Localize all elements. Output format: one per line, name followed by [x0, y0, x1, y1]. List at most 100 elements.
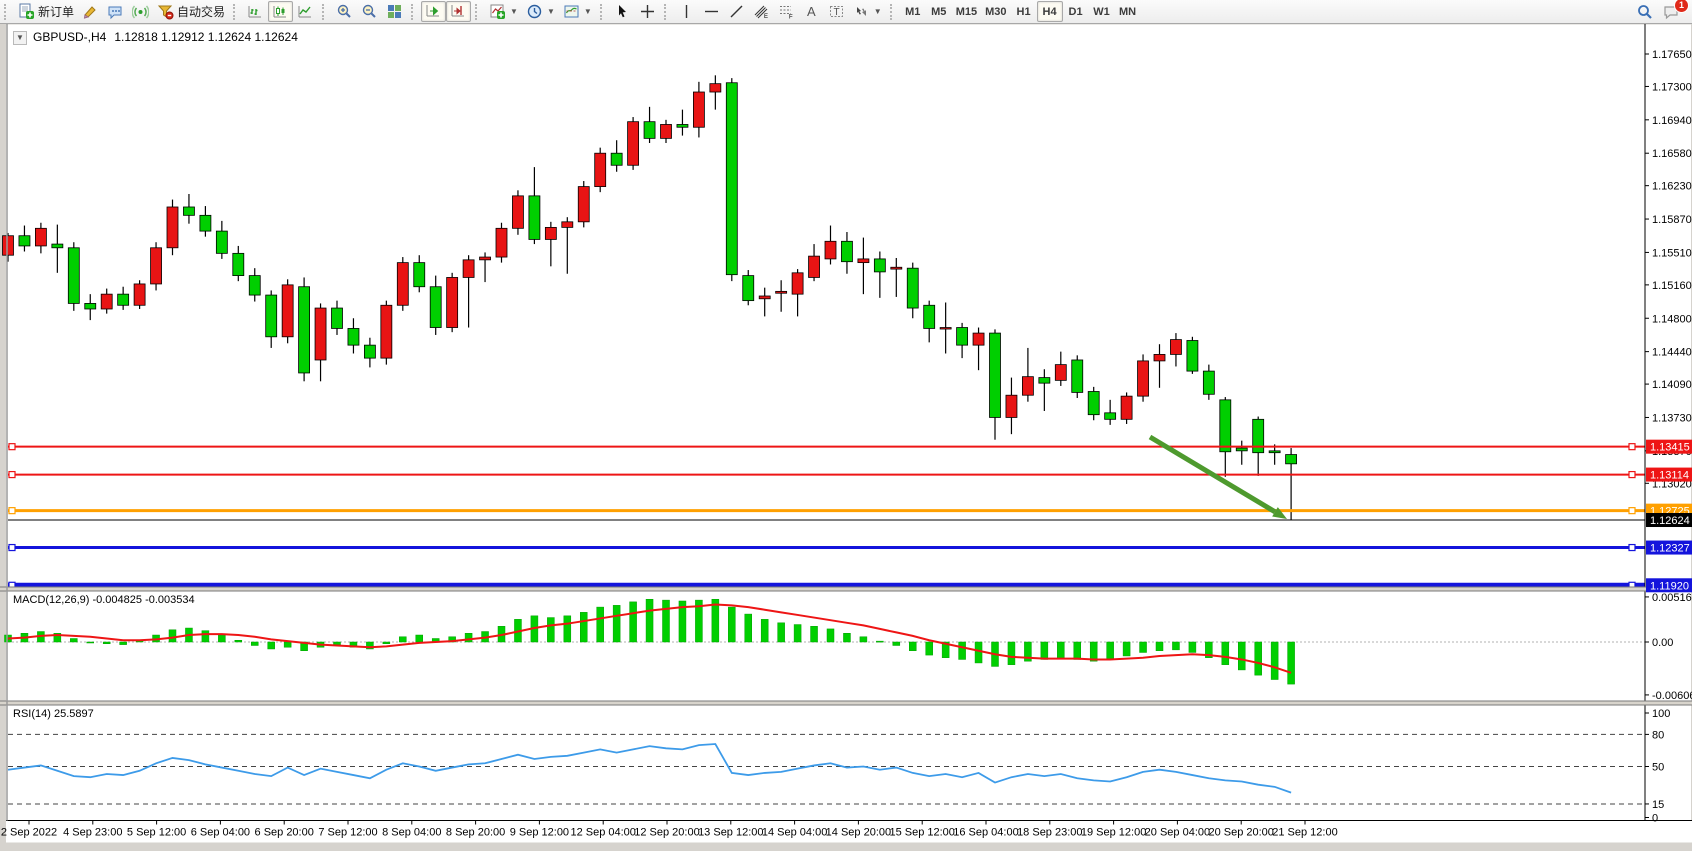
horizontal-line-icon: [703, 3, 720, 20]
timeframe-d1-button[interactable]: D1: [1063, 1, 1089, 22]
search-icon: [1636, 3, 1654, 21]
new-order-icon: [18, 3, 35, 20]
vertical-line-icon: [678, 3, 695, 20]
one-click-trading-toggle-icon[interactable]: ▼: [13, 31, 27, 45]
toolbar-grip[interactable]: [322, 3, 327, 20]
svg-text:12 Sep 04:00: 12 Sep 04:00: [570, 827, 635, 839]
svg-text:5 Sep 12:00: 5 Sep 12:00: [127, 827, 186, 839]
timeframe-mn-button[interactable]: MN: [1115, 1, 1141, 22]
crosshair-button[interactable]: [635, 1, 660, 22]
svg-text:6 Sep 04:00: 6 Sep 04:00: [191, 827, 250, 839]
svg-text:12 Sep 20:00: 12 Sep 20:00: [634, 827, 699, 839]
toolbar-grip[interactable]: [475, 3, 480, 20]
chart-shift-button[interactable]: [446, 1, 472, 22]
symbol-period-label: GBPUSD-,H4: [33, 30, 107, 44]
line-handle[interactable]: [1628, 543, 1636, 552]
new-order-button[interactable]: 新订单: [14, 1, 78, 22]
auto-trading-label: 自动交易: [177, 5, 226, 19]
text-label-button[interactable]: T: [824, 1, 849, 22]
svg-text:1.15870: 1.15870: [1652, 214, 1692, 226]
svg-text:19 Sep 12:00: 19 Sep 12:00: [1081, 827, 1146, 839]
equidistant-channel-button[interactable]: E: [749, 1, 774, 22]
crayon-icon: [82, 3, 99, 20]
cursor-icon: [614, 3, 631, 20]
line-handle[interactable]: [1628, 507, 1636, 515]
toolbar-grip[interactable]: [411, 3, 416, 20]
svg-text:T: T: [833, 7, 839, 18]
panel-frames: [0, 24, 1692, 821]
bar-chart-button[interactable]: [243, 1, 268, 22]
chevron-down-icon: ▼: [583, 7, 592, 16]
price-axis[interactable]: 1.17650 1.17300 1.16940 1.16580 1.16230 1.158…: [1645, 49, 1692, 593]
vertical-line-button[interactable]: [674, 1, 699, 22]
svg-text:15 Sep 12:00: 15 Sep 12:00: [889, 827, 954, 839]
auto-trading-button[interactable]: 自动交易: [153, 1, 229, 22]
rsi-panel: [7, 733, 1645, 805]
text-button[interactable]: A: [799, 1, 824, 22]
svg-text:0.00: 0.00: [1652, 637, 1673, 649]
toolbar-grip[interactable]: [663, 3, 669, 20]
svg-text:20 Sep 04:00: 20 Sep 04:00: [1145, 827, 1210, 839]
time-axis[interactable]: 2 Sep 2022 4 Sep 23:00 5 Sep 12:00 6 Sep 04…: [1, 820, 1338, 839]
line-handle[interactable]: [8, 507, 16, 515]
fibonacci-button[interactable]: F: [774, 1, 799, 22]
candlestick-button[interactable]: [268, 1, 294, 22]
tile-windows-button[interactable]: [382, 1, 407, 22]
messenger-button[interactable]: [103, 1, 128, 22]
bar-chart-icon: [247, 3, 264, 20]
svg-text:1.13730: 1.13730: [1652, 412, 1692, 424]
toolbar-grip[interactable]: [599, 3, 605, 20]
svg-text:1.14440: 1.14440: [1652, 347, 1692, 359]
periods-button[interactable]: ▼: [522, 1, 559, 22]
chart-canvas[interactable]: 1.17650 1.17300 1.16940 1.16580 1.16230 1.158…: [0, 24, 1692, 851]
templates-button[interactable]: ▼: [559, 1, 596, 22]
crosshair-icon: [639, 3, 656, 20]
cursor-button[interactable]: [610, 1, 635, 22]
horizontal-line-button[interactable]: [699, 1, 724, 22]
indicators-icon: [489, 3, 506, 20]
line-chart-button[interactable]: [293, 1, 318, 22]
svg-text:9 Sep 12:00: 9 Sep 12:00: [510, 827, 569, 839]
toolbar-grip[interactable]: [4, 3, 9, 20]
panel-splitter[interactable]: [0, 587, 1692, 591]
svg-text:4 Sep 23:00: 4 Sep 23:00: [63, 827, 122, 839]
main-toolbar: 新订单 自动交易 ▼: [0, 0, 1692, 24]
svg-text:1.12624: 1.12624: [1650, 515, 1690, 527]
chevron-down-icon: ▼: [546, 7, 555, 16]
indicators-button[interactable]: ▼: [485, 1, 522, 22]
chat-button[interactable]: 1: [1658, 0, 1689, 22]
timeframe-w1-button[interactable]: W1: [1089, 1, 1115, 22]
toolbar-grip[interactable]: [889, 3, 895, 20]
line-handle[interactable]: [1628, 443, 1636, 451]
timeframe-m1-button[interactable]: M1: [900, 1, 926, 22]
vps-signal-button[interactable]: [128, 1, 153, 22]
timeframe-m15-button[interactable]: M15: [952, 1, 981, 22]
line-handle[interactable]: [8, 543, 16, 552]
zoom-out-button[interactable]: [357, 1, 382, 22]
price-tag-1.13415: [1646, 439, 1692, 454]
zoom-in-button[interactable]: [332, 1, 357, 22]
trendline-button[interactable]: [724, 1, 749, 22]
svg-text:1.16580: 1.16580: [1652, 148, 1692, 160]
trend-arrow[interactable]: [1148, 434, 1287, 519]
line-handle[interactable]: [1628, 470, 1636, 479]
svg-text:0.005166: 0.005166: [1652, 592, 1692, 604]
messenger-icon: [107, 3, 124, 20]
crayon-button[interactable]: [78, 1, 103, 22]
toolbar-grip[interactable]: [233, 3, 238, 20]
svg-text:16 Sep 04:00: 16 Sep 04:00: [953, 827, 1018, 839]
arrows-button[interactable]: ▼: [849, 1, 886, 22]
panel-splitter[interactable]: [0, 701, 1692, 705]
line-handle[interactable]: [8, 470, 16, 479]
timeframe-h1-button[interactable]: H1: [1011, 1, 1037, 22]
horizontal-lines[interactable]: [8, 443, 1645, 589]
auto-scroll-button[interactable]: [421, 1, 447, 22]
line-handle[interactable]: [8, 443, 16, 451]
svg-text:14 Sep 04:00: 14 Sep 04:00: [762, 827, 827, 839]
timeframe-h4-button[interactable]: H4: [1036, 1, 1063, 22]
chart-window[interactable]: 1.17650 1.17300 1.16940 1.16580 1.16230 1.158…: [0, 24, 1692, 851]
svg-text:1.14090: 1.14090: [1652, 379, 1692, 391]
timeframe-m30-button[interactable]: M30: [981, 1, 1010, 22]
search-button[interactable]: [1632, 1, 1658, 22]
timeframe-m5-button[interactable]: M5: [926, 1, 952, 22]
